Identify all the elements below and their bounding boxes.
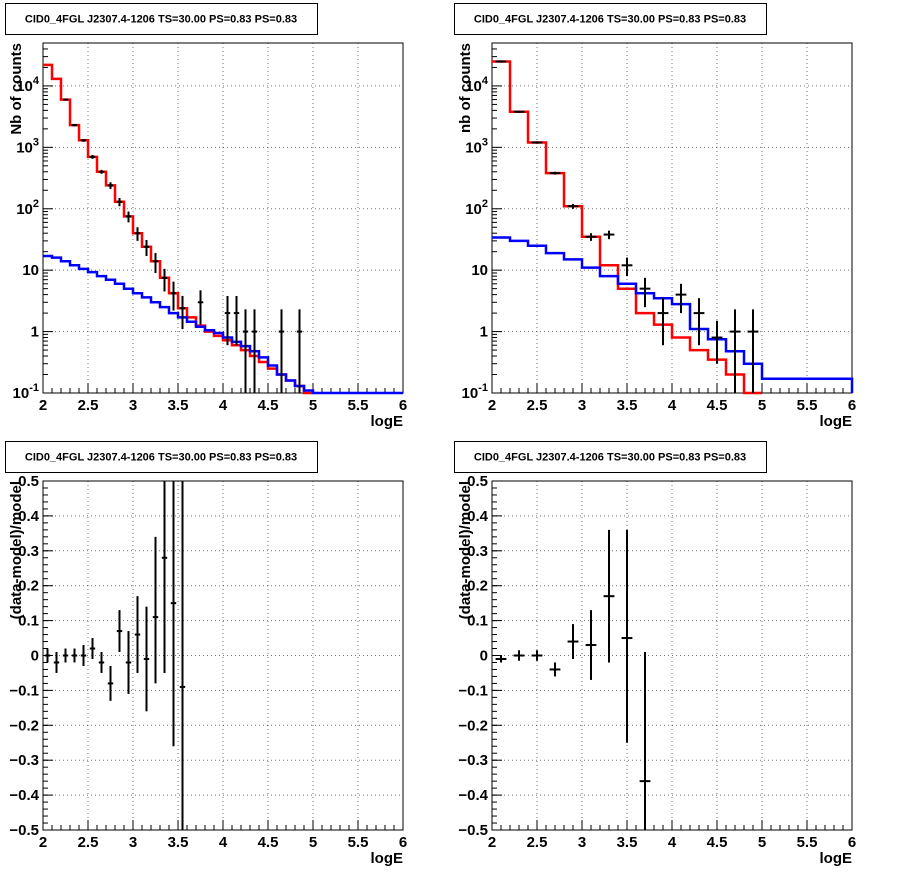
y-tick-label: 1: [31, 324, 39, 341]
y-axis-title: nb of counts: [457, 43, 474, 133]
x-tick-label: 3: [129, 834, 137, 851]
y-tick-label: 103: [16, 136, 39, 156]
y-tick-label: 0.5: [467, 473, 488, 490]
y-tick-label: −0.1: [9, 682, 39, 699]
x-tick-label: 5.5: [797, 397, 818, 414]
chart-title: CID0_4FGL J2307.4-1206 TS=30.00 PS=0.83 …: [474, 14, 746, 26]
plot-frame: [42, 42, 404, 394]
x-tick-label: 5: [309, 397, 317, 414]
y-tick-label: 102: [465, 198, 488, 218]
x-tick-label: 4: [219, 834, 228, 851]
y-tick-label: 0.5: [18, 473, 39, 490]
x-tick-label: 4.5: [258, 834, 279, 851]
y-tick-label: 103: [465, 136, 488, 156]
chart-panel-2: CID0_4FGL J2307.4-1206 TS=30.00 PS=0.83 …: [454, 3, 856, 430]
y-axis-title: Nb of counts: [8, 43, 25, 135]
x-tick-label: 6: [848, 397, 856, 414]
x-tick-label: 3.5: [617, 834, 638, 851]
plot-frame: [491, 480, 853, 831]
y-tick-label: 10-1: [13, 382, 39, 402]
y-tick-label: 1: [480, 324, 488, 341]
x-tick-label: 5.5: [348, 397, 369, 414]
y-tick-label: 102: [16, 198, 39, 218]
x-tick-label: 2: [488, 397, 496, 414]
model-total-line: [492, 60, 762, 395]
y-tick-label: 10: [471, 262, 488, 279]
chart-title-box: [5, 3, 318, 35]
y-tick-label: −0.5: [9, 822, 39, 839]
chart-title-box: [454, 441, 767, 473]
x-tick-label: 3: [578, 397, 586, 414]
x-tick-label: 2.5: [527, 397, 548, 414]
x-axis-title: logE: [371, 850, 404, 867]
y-tick-label: 0.4: [18, 508, 40, 525]
y-tick-label: 0.2: [467, 578, 488, 595]
y-tick-label: 10-1: [462, 382, 488, 402]
chart-title-box: [5, 441, 318, 473]
chart-title: CID0_4FGL J2307.4-1206 TS=30.00 PS=0.83 …: [474, 452, 746, 464]
x-tick-label: 4.5: [258, 397, 279, 414]
chart-panel-1: CID0_4FGL J2307.4-1206 TS=30.00 PS=0.83 …: [5, 3, 407, 430]
x-tick-label: 5: [758, 397, 766, 414]
y-tick-label: −0.3: [9, 752, 39, 769]
x-tick-label: 4: [219, 397, 228, 414]
x-tick-label: 3.5: [168, 397, 189, 414]
y-axis-title: (data-model)/model: [457, 481, 474, 619]
x-tick-label: 4: [668, 834, 677, 851]
y-tick-label: 104: [465, 75, 489, 95]
x-tick-label: 3: [578, 834, 586, 851]
x-tick-label: 4.5: [707, 397, 728, 414]
y-tick-label: 0: [31, 648, 39, 665]
y-tick-label: 0: [480, 648, 488, 665]
x-axis-title: logE: [371, 413, 404, 430]
x-tick-label: 5: [309, 834, 317, 851]
y-tick-label: 0.3: [467, 543, 488, 560]
y-tick-label: 0.2: [18, 578, 39, 595]
y-tick-label: −0.5: [458, 822, 488, 839]
x-axis-title: logE: [820, 413, 853, 430]
y-tick-label: 0.3: [18, 543, 39, 560]
x-tick-label: 2: [39, 834, 47, 851]
x-tick-label: 5: [758, 834, 766, 851]
chart-panel-4: CID0_4FGL J2307.4-1206 TS=30.00 PS=0.83 …: [454, 441, 856, 867]
x-tick-label: 4: [668, 397, 677, 414]
model-background-line: [43, 254, 403, 395]
x-tick-label: 2: [39, 397, 47, 414]
y-tick-label: −0.3: [458, 752, 488, 769]
y-tick-label: −0.2: [9, 717, 39, 734]
y-tick-label: 0.4: [467, 508, 489, 525]
y-tick-label: 10: [22, 262, 39, 279]
y-tick-label: −0.2: [458, 717, 488, 734]
x-tick-label: 2.5: [78, 397, 99, 414]
plot-frame: [491, 42, 853, 394]
chart-title-box: [454, 3, 767, 35]
chart-title: CID0_4FGL J2307.4-1206 TS=30.00 PS=0.83 …: [25, 14, 297, 26]
y-tick-label: 0.1: [467, 613, 488, 630]
model-background-line: [492, 236, 854, 393]
x-tick-label: 4.5: [707, 834, 728, 851]
x-tick-label: 3.5: [617, 397, 638, 414]
x-tick-label: 5.5: [797, 834, 818, 851]
y-tick-label: 104: [16, 75, 40, 95]
x-tick-label: 2.5: [527, 834, 548, 851]
x-tick-label: 6: [399, 397, 407, 414]
x-tick-label: 3.5: [168, 834, 189, 851]
plot-frame: [42, 480, 404, 831]
chart-title: CID0_4FGL J2307.4-1206 TS=30.00 PS=0.83 …: [25, 452, 297, 464]
y-tick-label: −0.4: [9, 787, 39, 804]
y-axis-title: (data-model)/model: [8, 481, 25, 619]
x-tick-label: 5.5: [348, 834, 369, 851]
x-tick-label: 3: [129, 397, 137, 414]
x-tick-label: 2.5: [78, 834, 99, 851]
chart-panel-3: CID0_4FGL J2307.4-1206 TS=30.00 PS=0.83 …: [5, 441, 407, 867]
y-tick-label: 0.1: [18, 613, 39, 630]
y-tick-label: −0.4: [458, 787, 488, 804]
y-tick-label: −0.1: [458, 682, 488, 699]
x-tick-label: 6: [399, 834, 407, 851]
x-tick-label: 2: [488, 834, 496, 851]
x-axis-title: logE: [820, 850, 853, 867]
x-tick-label: 6: [848, 834, 856, 851]
